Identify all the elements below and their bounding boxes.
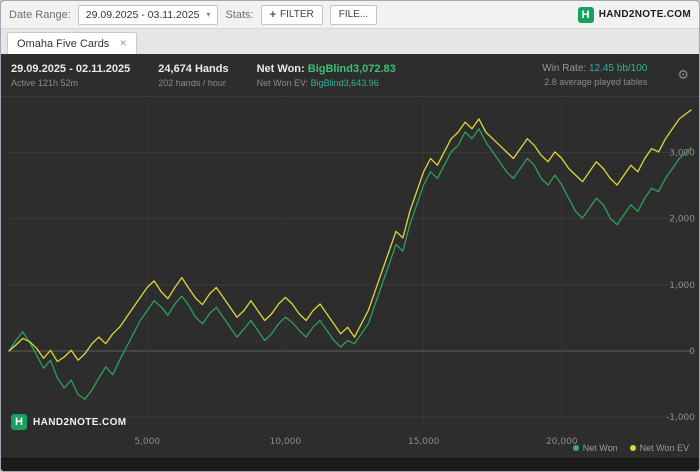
- tab-close-icon[interactable]: ✕: [119, 38, 127, 48]
- win-rate-label: Win Rate:: [542, 63, 587, 74]
- tab-omaha-five-cards[interactable]: Omaha Five Cards ✕: [7, 32, 137, 54]
- plus-icon: +: [269, 8, 276, 21]
- tab-label: Omaha Five Cards: [17, 37, 110, 50]
- chart-watermark: H HAND2NOTE.COM: [11, 414, 127, 430]
- net-won-legend-dot-icon: [572, 445, 579, 451]
- hand2note-logo-icon: H: [577, 6, 594, 23]
- svg-text:1,000: 1,000: [669, 281, 695, 291]
- net-won-block: Net Won: BigBlind3,072.83 Net Won EV: Bi…: [257, 63, 396, 88]
- brand-text: HAND2NOTE.COM: [598, 9, 691, 20]
- date-range-value: 29.09.2025 - 03.11.2025: [85, 8, 200, 21]
- net-won-ev-label: Net Won EV:: [256, 77, 309, 88]
- chart-legend: Net Won Net Won EV: [572, 443, 689, 453]
- date-range-label: Date Range:: [9, 8, 71, 21]
- filter-button-label: FILTER: [280, 9, 314, 20]
- tab-bar: Omaha Five Cards ✕: [1, 29, 699, 54]
- hands-block: 24,674 Hands 202 hands / hour: [158, 63, 228, 88]
- svg-text:20,000: 20,000: [546, 437, 578, 447]
- date-range-block: 29.09.2025 - 02.11.2025 Active 121h 52m: [11, 63, 130, 88]
- brand-logo: H HAND2NOTE.COM: [577, 6, 691, 23]
- net-won-ev-legend-dot-icon: [629, 445, 636, 451]
- legend-net-won-ev-label: Net Won EV: [639, 443, 689, 453]
- svg-text:3,000: 3,000: [669, 149, 695, 159]
- legend-item-net-won-ev: Net Won EV: [629, 443, 689, 453]
- hands-rate: 202 hands / hour: [158, 77, 226, 88]
- win-rate-value: 12.45 bb/100: [588, 63, 648, 74]
- net-won-value: BigBlind3,072.83: [307, 62, 396, 75]
- net-won-ev-value: BigBlind3,643.96: [310, 77, 379, 88]
- hands-total: 24,674 Hands: [158, 62, 229, 75]
- watermark-text: HAND2NOTE.COM: [33, 416, 127, 428]
- legend-item-net-won: Net Won: [572, 443, 618, 453]
- legend-net-won-label: Net Won: [582, 443, 618, 453]
- avg-tables: 2.8 average played tables: [544, 77, 648, 87]
- chevron-down-icon: ▾: [206, 10, 211, 19]
- status-bar: [1, 458, 699, 471]
- win-rate-block: Win Rate: 12.45 bb/100 2.8 average playe…: [542, 63, 647, 87]
- session-date-range: 29.09.2025 - 02.11.2025: [11, 62, 131, 75]
- svg-text:0: 0: [689, 347, 695, 357]
- svg-text:5,000: 5,000: [134, 437, 160, 447]
- filter-button[interactable]: + FILTER: [260, 4, 323, 25]
- svg-text:2,000: 2,000: [669, 215, 695, 225]
- equity-graph[interactable]: 5,000 10,000 15,000 20,000 -1,000 0 1,000 2,000…: [1, 97, 699, 458]
- equity-graph-canvas[interactable]: 5,000 10,000 15,000 20,000 -1,000 0 1,000 2,000…: [1, 97, 699, 458]
- date-range-dropdown[interactable]: 29.09.2025 - 03.11.2025 ▾: [77, 4, 219, 25]
- session-summary-header: 29.09.2025 - 02.11.2025 Active 121h 52m …: [1, 54, 699, 97]
- svg-text:15,000: 15,000: [408, 437, 440, 447]
- settings-gear-icon[interactable]: ⚙: [677, 67, 689, 82]
- report-panel: 29.09.2025 - 02.11.2025 Active 121h 52m …: [1, 54, 699, 458]
- stats-label: Stats:: [225, 8, 254, 21]
- svg-text:-1,000: -1,000: [666, 413, 695, 423]
- net-won-label: Net Won:: [256, 62, 305, 75]
- file-button-label: FILE...: [338, 9, 369, 20]
- top-toolbar: Date Range: 29.09.2025 - 03.11.2025 ▾ St…: [1, 1, 699, 29]
- active-time: Active 121h 52m: [11, 77, 79, 88]
- file-button[interactable]: FILE...: [329, 4, 378, 25]
- hand2note-watermark-icon: H: [11, 414, 27, 430]
- svg-text:10,000: 10,000: [270, 437, 302, 447]
